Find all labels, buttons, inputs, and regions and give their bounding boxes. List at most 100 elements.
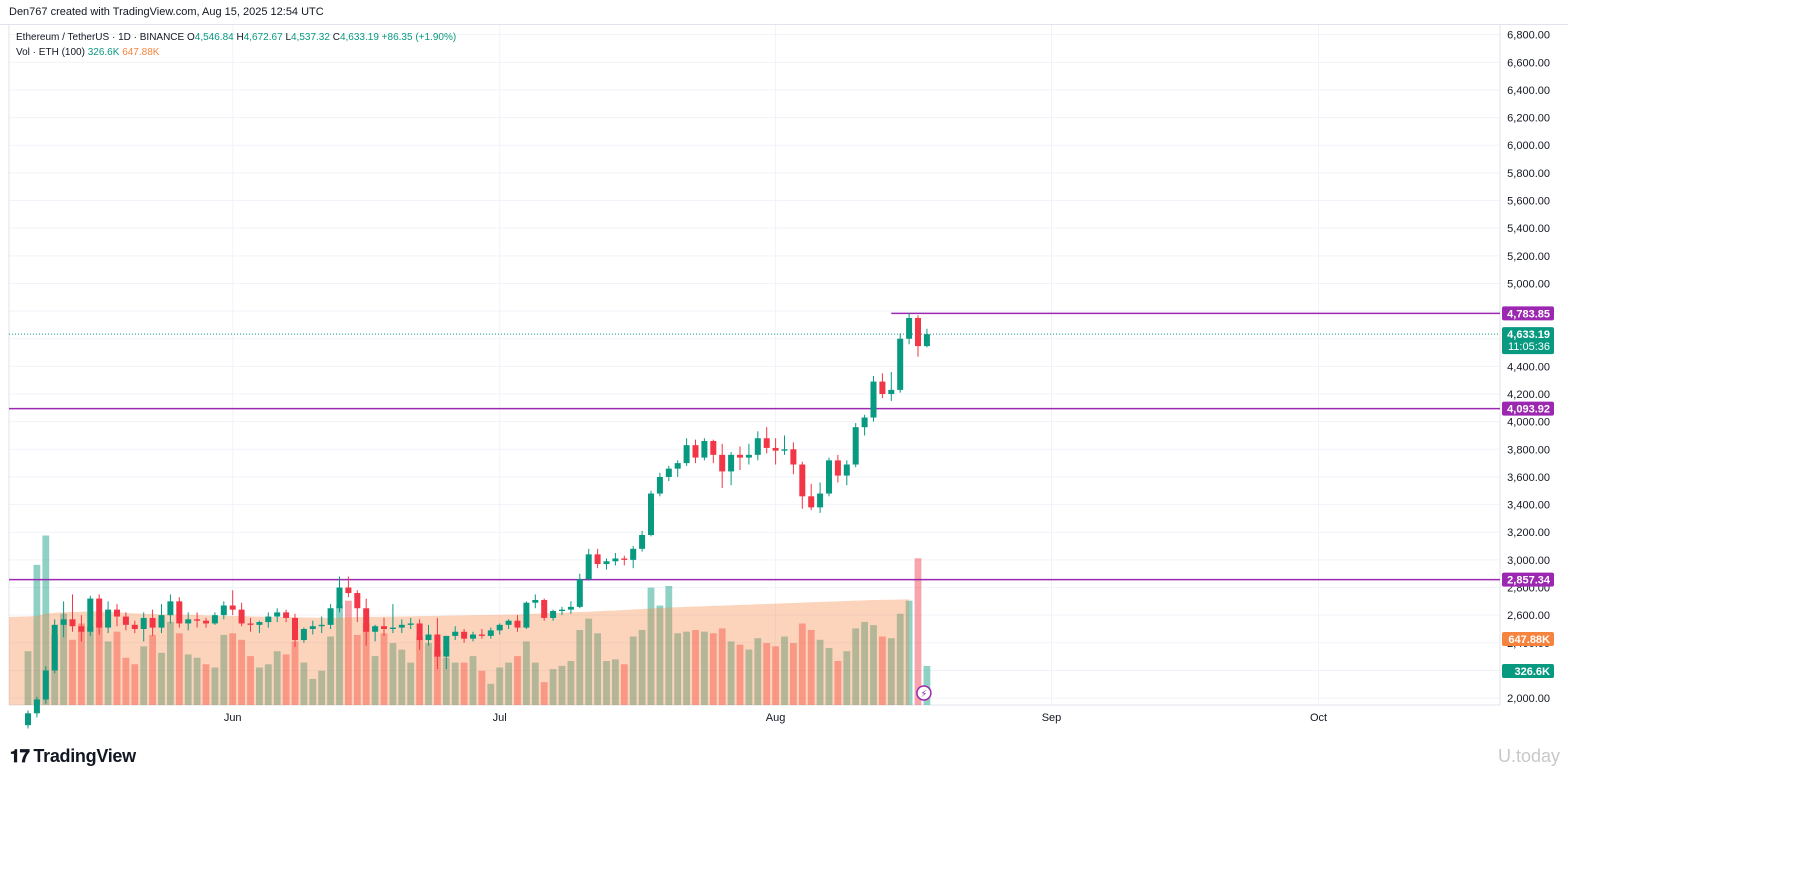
volume-bar bbox=[549, 669, 557, 705]
symbol-label: Ethereum / TetherUS · 1D · BINANCE bbox=[16, 32, 185, 43]
candle-body bbox=[283, 612, 290, 618]
volume-ma-area bbox=[9, 599, 910, 705]
candle-body bbox=[923, 334, 930, 347]
candle-body bbox=[300, 628, 307, 641]
candle-body bbox=[363, 608, 370, 632]
volume-bar bbox=[914, 558, 922, 705]
volume-bar bbox=[167, 621, 174, 705]
candle-body bbox=[149, 617, 156, 628]
price-chart[interactable]: 2,000.002,200.002,400.002,600.002,800.00… bbox=[0, 0, 1568, 738]
volume-bar bbox=[442, 657, 450, 705]
volume-bar bbox=[629, 636, 637, 705]
time-tick-label: Oct bbox=[1310, 712, 1327, 724]
last-price-tag: 4,633.19 bbox=[1507, 329, 1550, 341]
volume-bar bbox=[887, 638, 895, 705]
grid-lines bbox=[8, 25, 1501, 706]
volume-bar bbox=[683, 631, 690, 705]
volume-bar bbox=[701, 631, 708, 705]
volume-bar bbox=[247, 656, 254, 705]
price-tick-label: 5,000.00 bbox=[1507, 278, 1550, 290]
attribution-text: Den767 created with TradingView.com, Aug… bbox=[9, 6, 324, 18]
volume-bars bbox=[24, 535, 931, 705]
volume-bar bbox=[353, 634, 361, 705]
price-tick-label: 5,800.00 bbox=[1507, 168, 1550, 180]
high-label: H bbox=[236, 32, 244, 43]
volume-last-tag-bg bbox=[1502, 664, 1554, 678]
volume-bar bbox=[282, 654, 290, 705]
volume-bar bbox=[389, 643, 397, 705]
candle-body bbox=[879, 381, 886, 395]
candle-body bbox=[336, 587, 343, 609]
candle-body bbox=[292, 617, 298, 641]
candle-body bbox=[567, 606, 574, 610]
volume-bar bbox=[709, 633, 717, 705]
last-price-tag-bg bbox=[1502, 327, 1554, 355]
volume-bar bbox=[727, 641, 735, 705]
candle-body bbox=[354, 593, 361, 609]
candle-body bbox=[140, 617, 147, 629]
volume-bar bbox=[540, 682, 548, 705]
candle-body bbox=[790, 449, 797, 465]
price-level-tag-bg bbox=[1502, 572, 1554, 587]
price-level-tag: 4,093.92 bbox=[1507, 404, 1550, 416]
candle-body bbox=[381, 626, 387, 629]
volume-bar bbox=[184, 654, 192, 705]
volume-bar bbox=[416, 636, 423, 705]
volume-row: Vol · ETH (100) 326.6K 647.88K bbox=[16, 45, 456, 60]
candle-body bbox=[105, 609, 112, 628]
volume-bar bbox=[638, 630, 646, 705]
volume-bar bbox=[896, 613, 904, 705]
candle-body bbox=[603, 561, 610, 565]
volume-bar bbox=[905, 600, 913, 705]
volume-ma-tag-bg bbox=[1502, 632, 1554, 646]
time-tick-label: Aug bbox=[766, 712, 786, 724]
volume-bar bbox=[612, 659, 619, 705]
volume-bar bbox=[861, 621, 868, 705]
volume-bar bbox=[345, 600, 352, 705]
candle-body bbox=[897, 338, 904, 390]
candle-body bbox=[194, 619, 201, 621]
open-label: O bbox=[186, 32, 195, 43]
close-label: C bbox=[332, 32, 340, 43]
candle-body bbox=[470, 634, 476, 639]
price-levels bbox=[9, 312, 1500, 581]
volume-bar bbox=[318, 670, 326, 705]
volume-bar bbox=[567, 660, 575, 705]
volume-value: 326.6K bbox=[87, 47, 120, 58]
volume-bar bbox=[398, 649, 406, 705]
volume-ma-value: 647.88K bbox=[122, 47, 160, 58]
volume-bar bbox=[95, 621, 103, 705]
volume-bar bbox=[469, 656, 477, 705]
candle-body bbox=[131, 624, 138, 629]
candle-body bbox=[754, 438, 761, 455]
candle-body bbox=[585, 554, 592, 580]
candle-body bbox=[852, 427, 859, 465]
volume-bar bbox=[202, 664, 210, 705]
candle-body bbox=[559, 609, 565, 612]
volume-bar bbox=[514, 656, 521, 705]
volume-last-tag: 326.6K bbox=[1515, 666, 1551, 678]
time-tick-label: Jun bbox=[224, 712, 242, 724]
candle-body bbox=[808, 496, 815, 508]
tradingview-logo[interactable]: 𝟏𝟕 TradingView bbox=[10, 746, 136, 767]
candle-body bbox=[167, 601, 174, 616]
price-axis: 2,000.002,200.002,400.002,600.002,800.00… bbox=[1502, 30, 1554, 705]
candle-body bbox=[745, 454, 752, 458]
candle-body bbox=[674, 463, 681, 469]
candle-body bbox=[452, 631, 459, 636]
volume-bar bbox=[460, 662, 468, 705]
candle-body bbox=[461, 631, 468, 639]
candle-body bbox=[158, 615, 165, 628]
volume-bar bbox=[763, 643, 771, 705]
candle-body bbox=[772, 447, 779, 451]
volume-bar bbox=[104, 641, 112, 705]
volume-bar bbox=[807, 630, 815, 705]
watermark: U.today bbox=[1498, 746, 1560, 767]
candle-body bbox=[309, 626, 316, 629]
volume-bar bbox=[647, 587, 655, 705]
low-label: L bbox=[285, 32, 291, 43]
price-tick-label: 6,600.00 bbox=[1507, 57, 1550, 69]
volume-bar bbox=[69, 639, 76, 705]
candle-body bbox=[906, 318, 913, 339]
candle-body bbox=[114, 609, 120, 617]
